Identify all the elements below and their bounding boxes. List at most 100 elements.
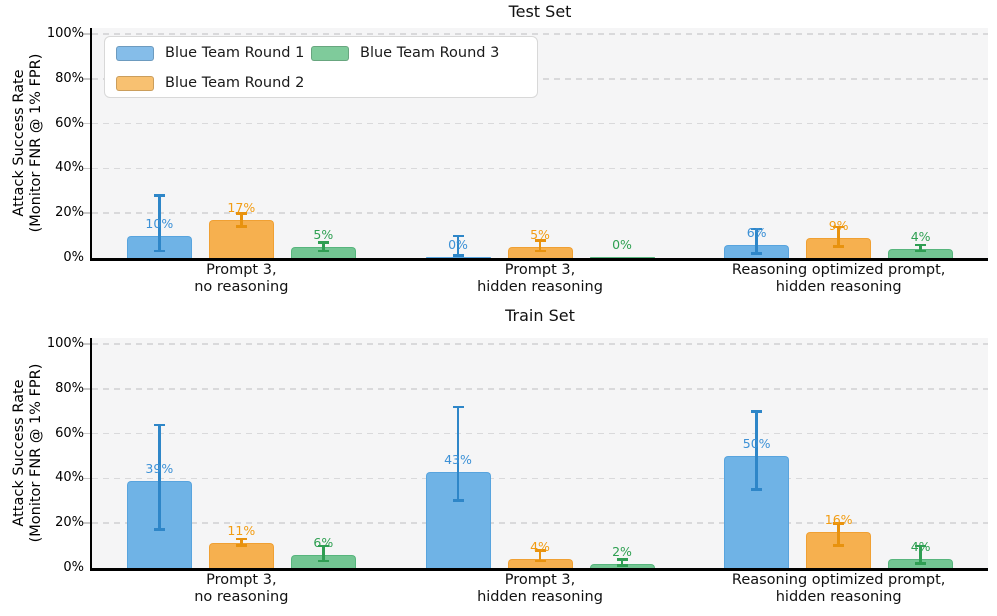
value-label: 50%: [742, 436, 771, 451]
value-label: 16%: [824, 512, 853, 528]
y-tick-mark: [83, 78, 91, 80]
error-bar: [456, 406, 460, 501]
x-tick-label-line2: hidden reasoning: [775, 279, 902, 295]
error-bar-cap-bottom: [833, 245, 845, 248]
y-tick-mark: [83, 122, 91, 125]
y-tick-mark: [83, 432, 91, 435]
y-axis-label-line1: Attack Success Rate: [11, 69, 27, 217]
value-label: 11%: [227, 523, 256, 539]
error-bar-cap-top: [153, 194, 165, 197]
x-tick-label-line2: no reasoning: [194, 279, 289, 295]
error-bar: [538, 550, 542, 562]
value-label: 4%: [530, 539, 550, 555]
error-bar: [456, 235, 460, 256]
error-bar: [919, 244, 922, 252]
error-bar-cap-top: [751, 227, 763, 231]
value-label: 6%: [746, 224, 767, 240]
x-tick-label-line1: Prompt 3,: [206, 262, 277, 278]
error-bar-cap-top: [616, 558, 628, 561]
y-tick-label: 0%: [63, 560, 84, 575]
y-tick-mark: [83, 522, 91, 524]
y-tick-label: 40%: [55, 470, 84, 486]
value-label: 43%: [444, 451, 472, 467]
x-tick-label-line1: Prompt 3,: [504, 572, 576, 588]
error-bar: [240, 213, 243, 227]
y-axis-spine: [89, 338, 92, 571]
legend-entry-blue-team-round-3: Blue Team Round 3: [311, 45, 499, 61]
error-bar-cap-bottom: [153, 249, 165, 253]
y-tick-label: 0%: [63, 250, 84, 265]
bar-blue-team-round-1-group2: [425, 256, 491, 258]
y-tick-mark: [83, 212, 91, 214]
gridline: [92, 477, 988, 480]
x-tick-label-line2: no reasoning: [194, 589, 289, 605]
legend-label: Blue Team Round 2: [165, 75, 305, 91]
gridline: [92, 122, 988, 125]
error-bar: [240, 538, 243, 546]
x-tick-label-line2: hidden reasoning: [477, 279, 603, 295]
value-label: 4%: [910, 229, 931, 245]
error-bar-cap-bottom: [235, 225, 247, 228]
y-axis-spine: [89, 28, 92, 261]
bar-blue-team-round-3-group2: [589, 256, 655, 258]
value-label: 0%: [612, 236, 632, 252]
error-bar-cap-top: [452, 405, 464, 409]
value-label: 5%: [530, 226, 550, 242]
y-tick-label: 80%: [55, 380, 84, 396]
error-bar: [755, 411, 758, 490]
error-bar-cap-bottom: [452, 499, 464, 502]
x-tick-label-line2: hidden reasoning: [477, 589, 603, 605]
y-tick-label: 100%: [46, 336, 84, 351]
error-bar-cap-top: [534, 239, 546, 242]
error-bar-cap-top: [833, 225, 845, 229]
error-bar-cap-top: [153, 423, 165, 427]
y-tick-mark: [83, 167, 91, 170]
gridline: [92, 522, 988, 524]
error-bar-cap-top: [833, 522, 845, 525]
error-bar-cap-top: [235, 537, 247, 541]
error-bar-cap-top: [317, 241, 329, 244]
y-tick-label: 60%: [55, 115, 84, 131]
y-axis-label-text: Attack Success Rate (Monitor FNR @ 1% FPR…: [11, 328, 45, 578]
y-tick-label: 20%: [55, 205, 84, 221]
error-bar: [919, 545, 922, 564]
error-bar: [837, 226, 840, 247]
error-bar-cap-bottom: [616, 564, 628, 567]
error-bar: [322, 242, 325, 252]
bar-blue-team-round-2-group1: [208, 543, 274, 568]
y-axis-label-line2: (Monitor FNR @ 1% FPR): [28, 53, 44, 233]
y-tick-mark: [83, 33, 91, 35]
x-tick-label-line1: Prompt 3,: [504, 262, 576, 278]
legend-entry-blue-team-round-2: Blue Team Round 2: [116, 75, 304, 91]
legend-label: Blue Team Round 1: [165, 45, 305, 61]
error-bar-cap-bottom: [235, 544, 247, 547]
legend-swatch-blue-team-round-1: [116, 45, 154, 61]
y-tick-mark: [83, 477, 91, 480]
y-axis-label-line2: (Monitor FNR @ 1% FPR): [28, 363, 44, 543]
value-label: 2%: [612, 543, 632, 559]
gridline: [92, 167, 988, 170]
gridline: [92, 388, 988, 390]
legend-swatch-blue-team-round-3: [311, 45, 349, 61]
error-bar-cap-bottom: [153, 528, 165, 531]
y-tick-label: 80%: [55, 70, 84, 86]
y-tick-label: 60%: [55, 425, 84, 441]
error-bar: [158, 195, 161, 252]
y-tick-label: 100%: [46, 26, 84, 41]
error-bar-cap-bottom: [452, 254, 464, 257]
legend-swatch-blue-team-round-2: [116, 75, 154, 91]
gridline: [92, 78, 988, 80]
error-bar-cap-bottom: [915, 249, 927, 253]
value-label: 39%: [145, 460, 174, 476]
error-bar: [755, 228, 758, 254]
error-bar: [620, 559, 624, 566]
value-label: 0%: [448, 236, 468, 252]
value-label: 10%: [145, 215, 174, 231]
legend-entry-blue-team-round-1: Blue Team Round 1: [116, 45, 304, 61]
value-label: 4%: [910, 539, 931, 555]
error-bar: [837, 523, 840, 546]
chart-title: Train Set: [505, 306, 575, 325]
chart-title: Test Set: [508, 2, 572, 21]
error-bar-cap-top: [235, 212, 247, 215]
